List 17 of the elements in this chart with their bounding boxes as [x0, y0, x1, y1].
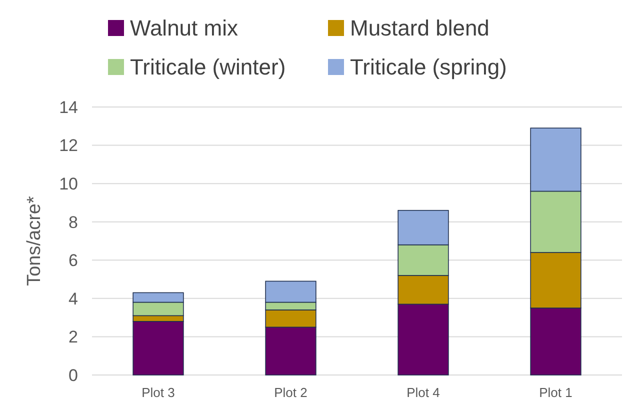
y-tick-label: 0 [68, 366, 78, 385]
y-axis-title: Tons/acre* [24, 196, 45, 286]
y-tick-label: 2 [68, 328, 78, 347]
x-tick-label: Plot 3 [142, 385, 175, 400]
legend-label: Mustard blend [350, 16, 490, 41]
y-tick-label: 10 [59, 174, 78, 194]
legend-label: Triticale (spring) [350, 54, 507, 80]
x-tick-label: Plot 4 [406, 385, 440, 400]
y-tick-label: 6 [68, 251, 78, 270]
y-tick-label: 12 [59, 136, 78, 156]
x-tick-label: Plot 2 [274, 385, 308, 400]
legend-label: Walnut mix [130, 16, 238, 41]
y-tick-label: 8 [68, 212, 78, 232]
x-tick-label: Plot 1 [539, 385, 572, 400]
y-tick-label: 4 [68, 289, 78, 308]
y-tick-label: 14 [59, 98, 78, 117]
legend-label: Triticale (winter) [130, 54, 286, 80]
